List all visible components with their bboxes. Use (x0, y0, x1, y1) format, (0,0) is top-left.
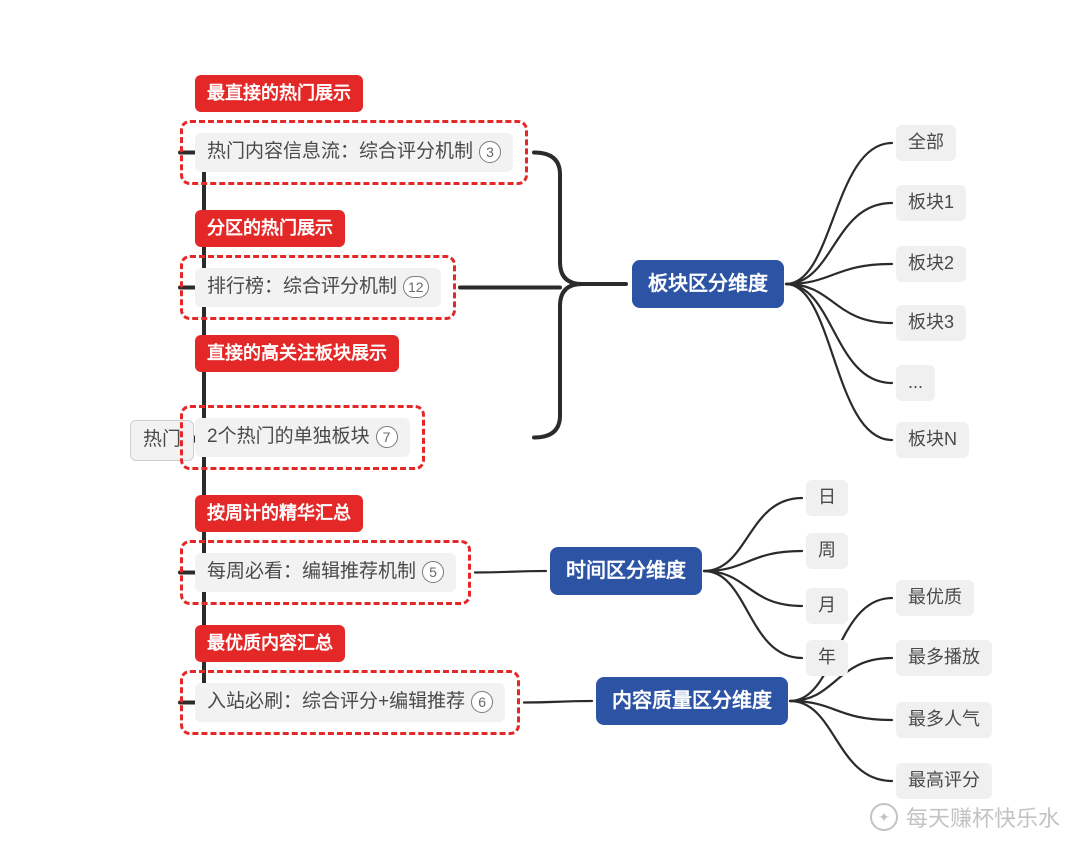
branch-tag: 分区的热门展示 (195, 210, 345, 247)
branch-label: 2个热门的单独板块 (207, 426, 370, 449)
branch-count: 3 (479, 141, 501, 163)
leaf-node: 板块3 (896, 305, 966, 341)
branch-tag: 按周计的精华汇总 (195, 495, 363, 532)
dimension-node: 内容质量区分维度 (596, 677, 788, 725)
branch-count: 12 (403, 276, 429, 298)
leaf-node: 周 (806, 533, 848, 569)
branch-inner: 热门内容信息流：综合评分机制 3 (195, 133, 513, 172)
branch-count: 7 (376, 426, 398, 448)
branch-tag: 最优质内容汇总 (195, 625, 345, 662)
branch-inner: 入站必刷：综合评分+编辑推荐 6 (195, 683, 505, 722)
branch-inner: 每周必看：编辑推荐机制 5 (195, 553, 456, 592)
leaf-node: 最多播放 (896, 640, 992, 676)
branch-node: 2个热门的单独板块 7 (180, 405, 425, 470)
wechat-icon: ✦ (870, 803, 898, 831)
branch-node: 排行榜：综合评分机制 12 (180, 255, 456, 320)
link-branch-dimension (475, 571, 546, 573)
leaf-node: 最多人气 (896, 702, 992, 738)
branch-label: 热门内容信息流：综合评分机制 (207, 141, 473, 164)
brace-to-dimension (534, 153, 626, 438)
branch-node: 每周必看：编辑推荐机制 5 (180, 540, 471, 605)
leaf-node: 年 (806, 640, 848, 676)
leaf-node: 月 (806, 588, 848, 624)
watermark: ✦ 每天赚杯快乐水 (870, 801, 1060, 833)
branch-inner: 2个热门的单独板块 7 (195, 418, 410, 457)
branch-count: 6 (471, 691, 493, 713)
branch-node: 热门内容信息流：综合评分机制 3 (180, 120, 528, 185)
leaf-node: 全部 (896, 125, 956, 161)
branch-tag: 直接的高关注板块展示 (195, 335, 399, 372)
branch-node: 入站必刷：综合评分+编辑推荐 6 (180, 670, 520, 735)
link-dimension-leaf (704, 571, 802, 658)
dimension-node: 时间区分维度 (550, 547, 702, 595)
branch-count: 5 (422, 561, 444, 583)
leaf-node: 板块1 (896, 185, 966, 221)
branch-label: 每周必看：编辑推荐机制 (207, 561, 416, 584)
link-dimension-leaf (704, 571, 802, 606)
leaf-node: 最优质 (896, 580, 974, 616)
dimension-node: 板块区分维度 (632, 260, 784, 308)
leaf-node: ... (896, 365, 935, 401)
link-branch-dimension (524, 701, 592, 703)
leaf-node: 最高评分 (896, 763, 992, 799)
branch-label: 入站必刷：综合评分+编辑推荐 (207, 691, 465, 714)
branch-label: 排行榜：综合评分机制 (207, 276, 397, 299)
link-dimension-leaf (786, 284, 892, 383)
link-dimension-leaf (786, 143, 892, 284)
leaf-node: 板块2 (896, 246, 966, 282)
leaf-node: 板块N (896, 422, 969, 458)
watermark-text: 每天赚杯快乐水 (906, 801, 1060, 833)
branch-tag: 最直接的热门展示 (195, 75, 363, 112)
branch-inner: 排行榜：综合评分机制 12 (195, 268, 441, 307)
leaf-node: 日 (806, 480, 848, 516)
